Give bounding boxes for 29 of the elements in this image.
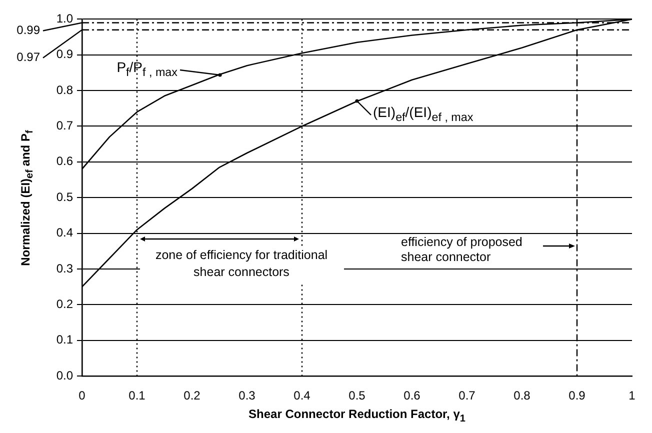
- x-tick-label: 0.3: [238, 388, 256, 403]
- y-tick-label: 0.0: [56, 368, 74, 382]
- ref-line-label: 0.97: [16, 50, 40, 64]
- annotation: (EI)$_{ef}$/(EI)$_{ef , max}$: [373, 104, 474, 126]
- y-tick-label: 0.2: [56, 296, 74, 311]
- y-tick-label: 0.9: [56, 47, 74, 62]
- x-tick-label: 0.2: [184, 388, 201, 403]
- annotation: zone of efficiency for traditional shear connectors: [140, 246, 344, 282]
- x-tick-label: 0: [78, 388, 86, 403]
- x-axis-title: Shear Connector Reduction Factor, γ$_{1}$: [248, 407, 466, 426]
- x-tick-label: 0.9: [568, 388, 586, 403]
- y-tick-label: 0.1: [56, 332, 74, 347]
- annotation: efficiency of proposed shear connector: [401, 235, 524, 266]
- y-tick-label: 0.6: [56, 154, 74, 168]
- y-tick-label: 0.5: [56, 190, 74, 204]
- y-tick-label: 0.8: [56, 82, 74, 97]
- x-tick-label: 1: [628, 388, 636, 403]
- x-tick-label: 0.6: [404, 388, 421, 403]
- x-tick-label: 0.4: [294, 388, 311, 403]
- annotation: P$_{f}$/P$_{f , max}$: [116, 58, 178, 80]
- x-tick-label: 0.7: [458, 388, 476, 403]
- y-tick-label: 0.4: [56, 226, 74, 240]
- x-tick-label: 0.1: [128, 388, 146, 403]
- y-tick-label: 0.3: [56, 261, 74, 276]
- ref-line-label: 0.99: [16, 23, 40, 38]
- y-tick-label: 1.0: [56, 12, 74, 26]
- y-tick-label: 0.7: [56, 118, 74, 133]
- x-tick-label: 0.8: [514, 388, 531, 403]
- x-tick-label: 0.5: [348, 388, 366, 403]
